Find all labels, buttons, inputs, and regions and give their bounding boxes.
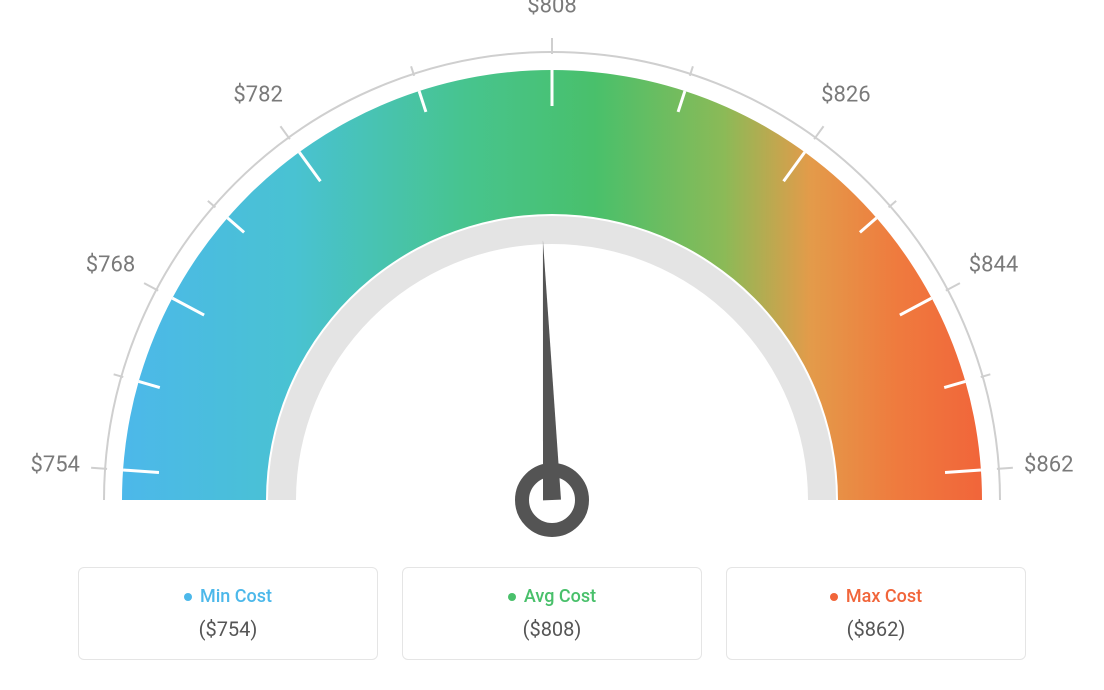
legend-row: Min Cost ($754) Avg Cost ($808) Max Cost… [50, 567, 1054, 660]
gauge-tick-label: $862 [1024, 453, 1073, 478]
gauge-tick-label: $808 [527, 0, 576, 19]
dot-icon [508, 593, 516, 601]
gauge-tick-label: $782 [233, 83, 282, 108]
legend-max-label: Max Cost [846, 586, 922, 607]
legend-max-card: Max Cost ($862) [726, 567, 1026, 660]
legend-min-label: Min Cost [200, 586, 272, 607]
legend-avg-card: Avg Cost ($808) [402, 567, 702, 660]
legend-avg-title: Avg Cost [415, 586, 689, 607]
legend-min-card: Min Cost ($754) [78, 567, 378, 660]
legend-min-value: ($754) [91, 617, 365, 641]
gauge-tick-label: $754 [30, 453, 79, 478]
legend-max-value: ($862) [739, 617, 1013, 641]
dot-icon [184, 593, 192, 601]
legend-avg-value: ($808) [415, 617, 689, 641]
gauge-tick-label: $826 [821, 83, 870, 108]
gauge-tick-label: $844 [969, 253, 1018, 278]
legend-min-title: Min Cost [91, 586, 365, 607]
gauge-chart: $754 $768 $782 $808 $826 $844 $862 [0, 0, 1104, 560]
legend-avg-label: Avg Cost [524, 586, 596, 607]
dot-icon [830, 593, 838, 601]
gauge-svg [0, 0, 1104, 560]
legend-max-title: Max Cost [739, 586, 1013, 607]
gauge-tick-label: $768 [86, 253, 135, 278]
